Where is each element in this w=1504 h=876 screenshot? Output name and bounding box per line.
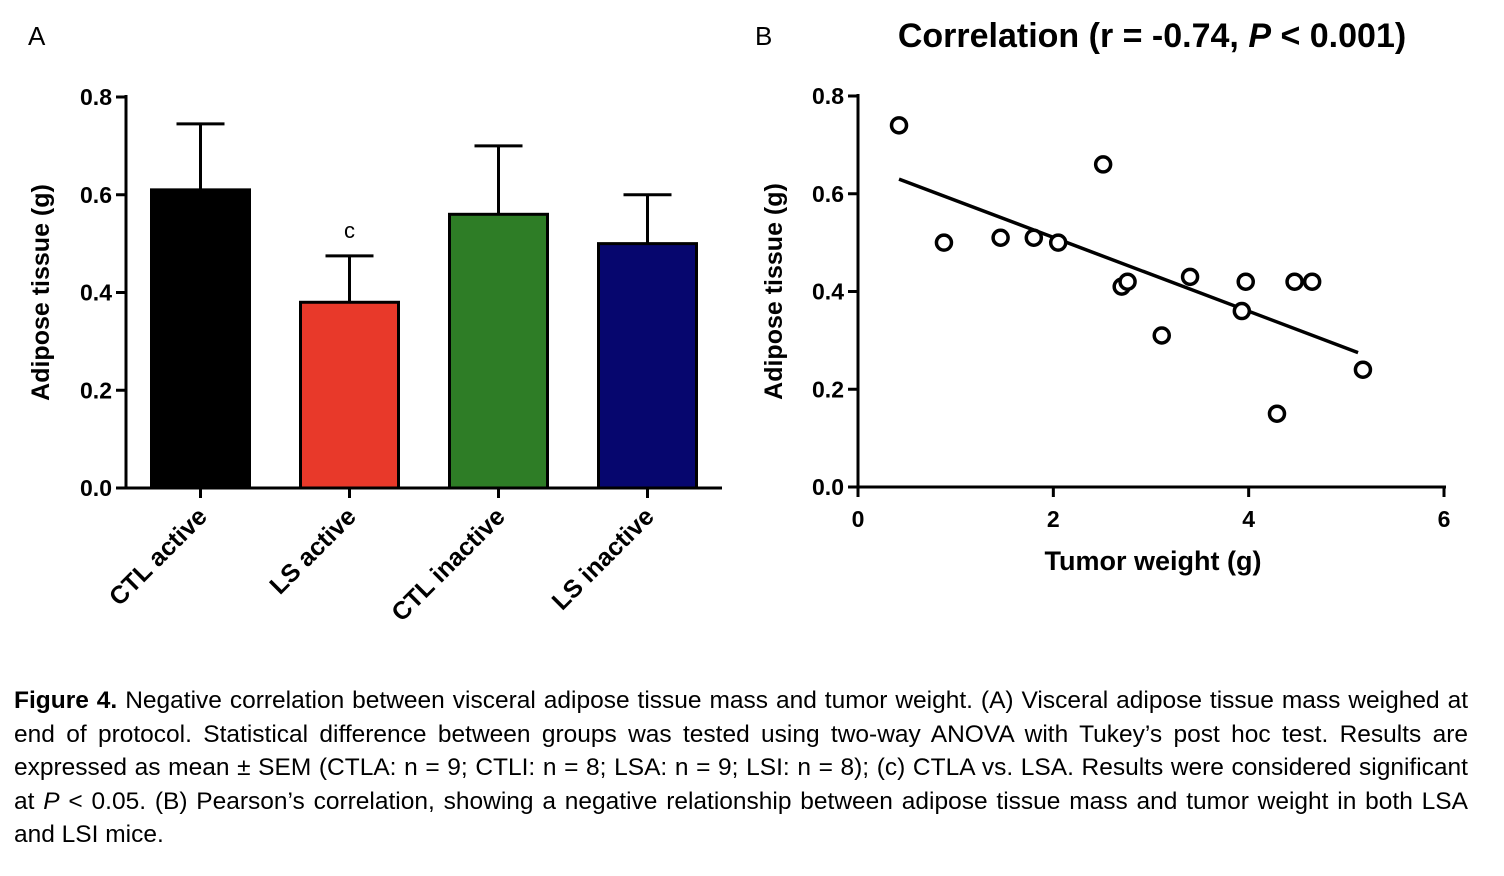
scatter-point <box>1267 404 1287 423</box>
scatter-point <box>1232 301 1252 321</box>
y-tick-label: 0.6 <box>80 182 112 208</box>
y-tick-label: 0.8 <box>812 83 844 109</box>
y-tick-label: 0.8 <box>80 84 112 110</box>
x-tick-label: LS active <box>264 502 361 599</box>
chart-b-title-part-1: Correlation (r = -0.74, <box>898 17 1249 55</box>
bar-annotation: c <box>344 218 355 243</box>
x-tick-label: 0 <box>852 506 865 532</box>
x-tick-label: 2 <box>1047 506 1060 532</box>
chart-b-title: Correlation (r = -0.74, P < 0.001) <box>898 17 1406 55</box>
figure-panels: A 0.0 0.2 0.4 0.6 0.8 Adipose tissue (g) CTL a… <box>27 17 1450 627</box>
scatter-point <box>1302 272 1322 291</box>
bar <box>299 300 400 490</box>
scatter-point <box>1048 233 1068 252</box>
caption-text-1: Negative correlation between visceral ad… <box>14 687 1468 815</box>
scatter-point <box>1236 272 1255 291</box>
y-tick-label: 0.4 <box>80 280 112 306</box>
bar <box>597 242 698 490</box>
scatter-point <box>1093 155 1113 174</box>
y-tick-label: 0.2 <box>812 376 844 402</box>
y-axis-label: Adipose tissue (g) <box>27 184 55 401</box>
figure-caption: Figure 4. Negative correlation between v… <box>14 684 1468 852</box>
y-tick-label: 0.6 <box>812 181 844 207</box>
chart-b-title-p: P <box>1248 17 1271 55</box>
scatter-point <box>1024 228 1044 247</box>
scatter-point <box>1118 272 1137 291</box>
caption-p-italic: P <box>43 787 60 815</box>
x-tick-label: 6 <box>1438 506 1451 532</box>
scatter-point <box>934 233 954 252</box>
bar-chart: 0.0 0.2 0.4 0.6 0.8 Adipose tissue (g) CTL act… <box>27 84 722 627</box>
y-tick-label: 0.4 <box>812 279 844 305</box>
scatter-point <box>889 116 909 135</box>
scatter-point <box>1152 326 1171 345</box>
scatter-point <box>1285 272 1304 291</box>
x-tick-label: CTL inactive <box>386 502 511 627</box>
y-axis-label: Adipose tissue (g) <box>760 183 788 400</box>
scatter-point <box>991 228 1010 247</box>
x-tick-label: LS inactive <box>547 502 660 615</box>
panel-b-label: B <box>755 21 772 51</box>
y-tick-label: 0.0 <box>812 474 844 500</box>
caption-text-2: < 0.05. (B) Pearson’s correlation, showi… <box>14 787 1468 849</box>
scatter-point <box>1180 267 1200 287</box>
bar <box>448 212 549 490</box>
panel-a-label: A <box>28 21 46 51</box>
regression-line <box>898 177 1359 355</box>
caption-label: Figure 4. <box>14 687 118 714</box>
x-tick-label: 4 <box>1242 506 1255 532</box>
scatter-chart: 0.0 0.2 0.4 0.6 0.8 0 2 4 6 Adipose tissue (g) Tum… <box>760 83 1450 576</box>
scatter-point <box>1353 360 1373 379</box>
x-tick-label: CTL active <box>104 502 213 611</box>
x-axis-label: Tumor weight (g) <box>1045 546 1262 576</box>
chart-b-title-part-2: < 0.001) <box>1271 17 1406 55</box>
y-tick-label: 0.2 <box>80 377 112 403</box>
y-tick-label: 0.0 <box>80 475 112 501</box>
bar <box>150 188 251 490</box>
